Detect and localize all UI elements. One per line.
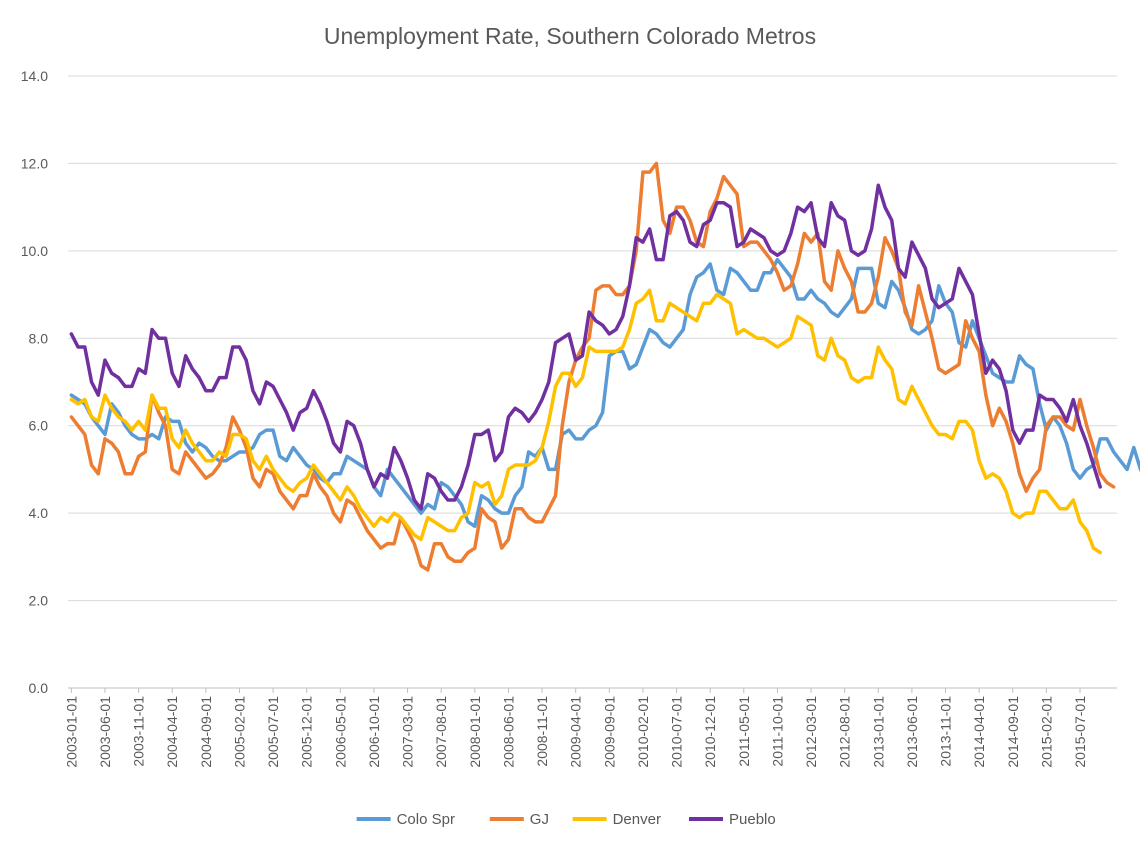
x-tick-label: 2010-07-01	[669, 696, 685, 768]
x-tick-label: 2011-05-01	[736, 696, 752, 767]
x-tick-label: 2008-06-01	[500, 696, 516, 768]
legend-label-denver: Denver	[613, 811, 661, 828]
x-tick-label: 2003-11-01	[131, 696, 147, 767]
x-tick-label: 2013-01-01	[870, 696, 886, 768]
x-tick-label: 2003-01-01	[63, 696, 79, 768]
x-tick-label: 2015-07-01	[1072, 696, 1088, 768]
y-tick-label: 6.0	[29, 418, 49, 434]
y-tick-label: 0.0	[29, 680, 49, 696]
y-axis-tick-labels: 0.0 2.0 4.0 6.0 8.0 10.0 12.0 14.0	[21, 68, 48, 696]
x-tick-label: 2006-05-01	[332, 696, 348, 768]
series-line-colo-spr	[69, 257, 1140, 529]
series-line-denver	[69, 288, 1102, 555]
x-tick-label: 2012-03-01	[803, 696, 819, 768]
y-tick-label: 2.0	[29, 593, 49, 609]
x-tick-label: 2014-09-01	[1005, 696, 1021, 768]
x-tick-label: 2011-10-01	[769, 696, 785, 767]
x-tick-label: 2009-04-01	[568, 696, 584, 768]
x-tick-label: 2014-04-01	[971, 696, 987, 768]
x-tick-label: 2006-10-01	[366, 696, 382, 768]
x-tick-label: 2004-09-01	[198, 696, 214, 768]
chart-title: Unemployment Rate, Southern Colorado Met…	[324, 23, 816, 49]
series-lines	[69, 161, 1140, 572]
x-tick-label: 2005-12-01	[299, 696, 315, 768]
legend-label-pueblo: Pueblo	[729, 811, 776, 828]
x-tick-label: 2005-02-01	[231, 696, 247, 768]
y-tick-label: 10.0	[21, 243, 48, 259]
x-axis-tick-labels: 2003-01-01 2003-06-01 2003-11-01 2004-04-01…	[63, 696, 1088, 768]
x-tick-label: 2010-12-01	[702, 696, 718, 768]
y-tick-label: 14.0	[21, 68, 48, 84]
y-tick-label: 4.0	[29, 505, 49, 521]
y-tick-label: 8.0	[29, 330, 49, 346]
x-tick-label: 2013-06-01	[904, 696, 920, 768]
x-tick-label: 2012-08-01	[837, 696, 853, 768]
series-line-pueblo	[69, 183, 1102, 511]
x-axis	[68, 687, 1117, 693]
x-tick-label: 2008-01-01	[467, 696, 483, 768]
x-tick-label: 2008-11-01	[534, 696, 550, 767]
y-tick-label: 12.0	[21, 155, 48, 171]
x-tick-label: 2004-04-01	[164, 696, 180, 768]
legend-label-colo-spr: Colo Spr	[397, 811, 455, 828]
legend-label-gj: GJ	[530, 811, 549, 828]
x-tick-label: 2010-02-01	[635, 696, 651, 768]
x-tick-label: 2015-02-01	[1038, 696, 1054, 768]
x-tick-label: 2007-08-01	[433, 696, 449, 768]
x-tick-label: 2009-09-01	[601, 696, 617, 768]
x-tick-label: 2013-11-01	[938, 696, 954, 767]
gridlines	[68, 75, 1117, 602]
x-tick-label: 2007-03-01	[400, 696, 416, 768]
x-tick-label: 2003-06-01	[97, 696, 113, 768]
x-tick-label: 2005-07-01	[265, 696, 281, 768]
legend: Colo Spr GJ Denver Pueblo	[356, 811, 776, 828]
